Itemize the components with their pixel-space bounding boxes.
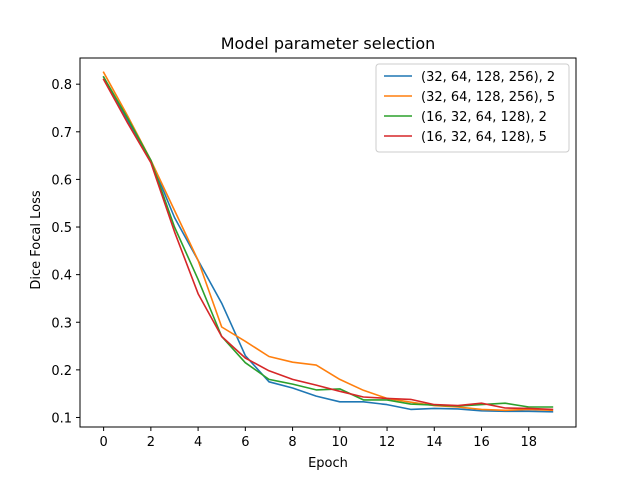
y-tick-label: 0.3: [51, 316, 72, 331]
series-layer: [102, 71, 554, 413]
y-axis-title: Dice Focal Loss: [29, 190, 44, 289]
x-tick-label: 16: [473, 435, 490, 450]
legend-label-1: (32, 64, 128, 256), 2: [421, 70, 555, 85]
legend-box: [375, 63, 570, 153]
legend-label-2: (32, 64, 128, 256), 5: [421, 90, 555, 105]
series-line-1: [102, 75, 554, 413]
x-tick-label: 14: [426, 435, 443, 450]
legend: (32, 64, 128, 256), 2 (32, 64, 128, 256),…: [375, 63, 570, 153]
x-tick-label: 12: [379, 435, 396, 450]
y-tick-label: 0.2: [51, 364, 72, 379]
series-line-2: [102, 71, 554, 412]
x-tick-label: 2: [147, 435, 155, 450]
y-tick-label: 0.6: [51, 173, 72, 188]
legend-label-4: (16, 32, 64, 128), 5: [421, 130, 547, 145]
y-tick-label: 0.1: [51, 411, 72, 426]
y-tick-label: 0.4: [51, 269, 72, 284]
x-tick-label: 8: [288, 435, 296, 450]
x-tick-label: 0: [99, 435, 107, 450]
series-line-4: [102, 78, 554, 411]
series-line-3: [102, 75, 554, 408]
x-tick-label: 6: [241, 435, 249, 450]
y-tick-label: 0.8: [51, 78, 72, 93]
y-tick-label: 0.5: [51, 221, 72, 236]
x-tick-label: 18: [520, 435, 537, 450]
plot-frame: [79, 57, 577, 428]
chart-title: Model parameter selection: [221, 34, 436, 53]
x-axis-title: Epoch: [308, 456, 348, 471]
x-tick-label: 4: [194, 435, 202, 450]
legend-label-3: (16, 32, 64, 128), 2: [421, 110, 547, 125]
x-tick-label: 10: [332, 435, 349, 450]
axes-layer: 0 2 4 6 8 10 12 14 16 18 0.1 0.2 0.3 0.4 0.5 0.6 0.7 0.8: [51, 57, 577, 450]
y-tick-label: 0.7: [51, 126, 72, 141]
